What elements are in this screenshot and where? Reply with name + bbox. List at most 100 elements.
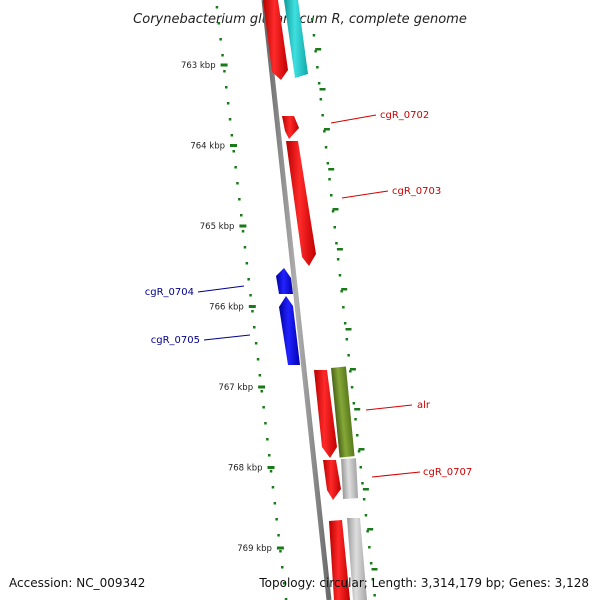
ring-dot bbox=[254, 342, 258, 345]
ring-tick bbox=[319, 88, 326, 91]
ring-dot bbox=[247, 278, 250, 281]
ring-dot bbox=[362, 498, 366, 501]
leader-line-alr bbox=[365, 404, 413, 411]
ring-tick bbox=[358, 448, 365, 451]
gene-cog-alr[interactable] bbox=[331, 366, 355, 458]
gene-labels: cgR_0702 cgR_0703 cgR_0704 cgR_0705 alr … bbox=[145, 110, 473, 478]
ring-dot bbox=[319, 98, 323, 101]
kbp-label: 763 kbp bbox=[181, 61, 216, 71]
ring-dot bbox=[264, 422, 267, 425]
ring-dot bbox=[284, 598, 288, 600]
ring-dot bbox=[277, 534, 280, 537]
ring-dot bbox=[336, 258, 340, 261]
ring-dot bbox=[225, 86, 228, 89]
gene-arrow-cgR_0704[interactable] bbox=[276, 268, 293, 294]
ring-dot bbox=[321, 114, 324, 117]
ring-dot bbox=[347, 354, 350, 357]
kbp-label: 766 kbp bbox=[209, 303, 244, 313]
ring-dot bbox=[331, 210, 335, 213]
label-cgR_0702[interactable]: cgR_0702 bbox=[380, 110, 429, 121]
ring-dot bbox=[226, 102, 230, 105]
label-alr[interactable]: alr bbox=[417, 400, 431, 411]
kbp-tick bbox=[239, 224, 247, 228]
ring-tick bbox=[315, 48, 322, 51]
ring-dot bbox=[324, 146, 328, 149]
ring-dot bbox=[236, 182, 239, 185]
gene-arrow[interactable] bbox=[284, 0, 308, 78]
ring-dot bbox=[262, 406, 265, 409]
ring-dot bbox=[373, 594, 376, 597]
ring-dot bbox=[240, 214, 243, 217]
label-cgR_0704[interactable]: cgR_0704 bbox=[145, 287, 194, 298]
gene-cog-cgR_0707[interactable] bbox=[341, 458, 359, 499]
leader-line-cgR_0702 bbox=[330, 114, 377, 124]
label-cgR_0707[interactable]: cgR_0707 bbox=[423, 467, 472, 478]
label-cgR_0703[interactable]: cgR_0703 bbox=[392, 186, 441, 197]
ring-dot bbox=[241, 230, 245, 233]
ring-dot bbox=[243, 246, 247, 249]
genome-summary: Topology: circular; Length: 3,314,179 bp… bbox=[258, 576, 589, 590]
ring-dot bbox=[217, 22, 221, 25]
ring-dot bbox=[223, 70, 226, 73]
ring-dot bbox=[328, 178, 331, 181]
ring-dot bbox=[310, 18, 314, 21]
ring-tick bbox=[371, 568, 378, 571]
kbp-label: 768 kbp bbox=[228, 464, 263, 474]
ring-dot bbox=[273, 502, 277, 505]
ring-tick bbox=[323, 128, 330, 131]
ring-dot bbox=[228, 118, 232, 121]
gene-arrow[interactable] bbox=[263, 0, 288, 80]
gene-arrow-cgR_0703[interactable] bbox=[286, 141, 316, 266]
ring-dot bbox=[366, 530, 369, 533]
ring-dot bbox=[253, 326, 256, 329]
ring-dot bbox=[275, 518, 278, 521]
ring-dot bbox=[251, 310, 254, 313]
ring-dot bbox=[271, 486, 275, 489]
ring-tick bbox=[362, 488, 369, 491]
gene-arrow-cgR_0707[interactable] bbox=[323, 460, 341, 500]
kbp-label: 769 kbp bbox=[237, 544, 272, 554]
ring-dot bbox=[357, 450, 361, 453]
gene-track bbox=[263, 0, 367, 600]
accession-text: Accession: NC_009342 bbox=[9, 576, 145, 590]
ring-dot bbox=[281, 566, 284, 569]
kbp-tick bbox=[258, 385, 266, 389]
label-cgR_0705[interactable]: cgR_0705 bbox=[151, 335, 200, 346]
kbp-ruler: 763 kbp 764 kbp 765 kbp 766 kbp 767 kbp 768 k… bbox=[181, 61, 284, 554]
ring-tick bbox=[367, 528, 374, 531]
ring-dot bbox=[245, 262, 249, 265]
gene-arrow[interactable] bbox=[347, 518, 367, 600]
ring-dot bbox=[238, 198, 241, 201]
gene-arrow-cgR_0705[interactable] bbox=[279, 296, 300, 365]
leader-line-cgR_0707 bbox=[371, 471, 421, 478]
ring-dot bbox=[215, 6, 219, 9]
ring-dot bbox=[368, 546, 371, 549]
leader-line-cgR_0705 bbox=[203, 334, 251, 341]
kbp-tick bbox=[276, 546, 284, 550]
ring-dot bbox=[354, 418, 357, 421]
gene-arrow[interactable] bbox=[329, 520, 350, 600]
ring-dot bbox=[333, 226, 336, 229]
ring-dot bbox=[249, 294, 252, 297]
gene-arrow-cgR_0702[interactable] bbox=[282, 116, 299, 139]
ring-dot bbox=[219, 38, 222, 41]
ring-dot bbox=[312, 34, 316, 37]
ring-dot bbox=[266, 438, 269, 441]
ring-dot bbox=[330, 194, 333, 197]
genome-backbone bbox=[261, 0, 332, 600]
ring-dot bbox=[369, 562, 373, 565]
ring-dot bbox=[335, 242, 338, 245]
ring-dot bbox=[326, 162, 330, 165]
ring-dot bbox=[269, 470, 273, 473]
gene-arrow-alr[interactable] bbox=[314, 370, 337, 458]
ring-tick bbox=[336, 248, 343, 251]
ring-tick bbox=[328, 168, 335, 171]
ring-dot bbox=[316, 66, 319, 69]
ring-tick bbox=[332, 208, 339, 211]
ring-dot bbox=[352, 402, 356, 405]
ring-tick bbox=[354, 408, 361, 411]
ring-dot bbox=[364, 514, 368, 517]
ring-dot bbox=[349, 370, 352, 373]
kbp-label: 765 kbp bbox=[200, 222, 235, 232]
ring-dot bbox=[221, 54, 224, 57]
